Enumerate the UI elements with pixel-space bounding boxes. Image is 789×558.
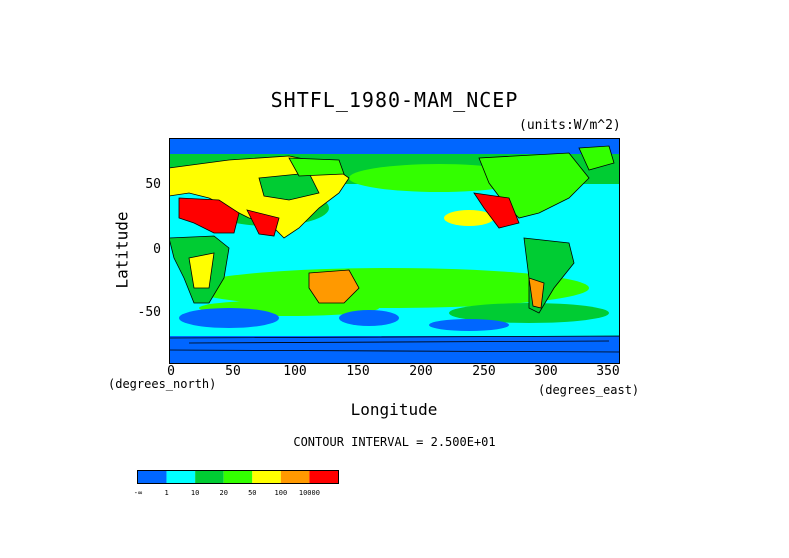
colorbar-swatch (138, 471, 167, 483)
x-tick-label: 350 (596, 364, 620, 379)
contour-interval-text: CONTOUR INTERVAL = 2.500E+01 (293, 435, 496, 449)
y-tick-label: -50 (137, 305, 161, 320)
colorbar (137, 470, 339, 484)
colorbar-swatch (309, 471, 338, 483)
colorbar-frame (137, 470, 339, 484)
colorbar-label: 50 (248, 489, 257, 497)
colorbar-swatch (166, 471, 196, 483)
colorbar-label: 100 (274, 489, 288, 497)
x-tick-label: 50 (225, 364, 241, 379)
colorbar-label: 10 (190, 489, 200, 497)
colorbar-label: 10000 (298, 489, 320, 497)
heatmap-plot (169, 138, 620, 364)
colorbar-swatch (223, 471, 253, 483)
colorbar-swatch (252, 471, 281, 483)
y-tick-label: 50 (145, 177, 161, 192)
y-unit-label: (degrees_north) (108, 377, 217, 391)
x-tick-label: 250 (472, 364, 496, 379)
colorbar-label: -∞ (133, 489, 143, 497)
x-tick-label: 300 (534, 364, 558, 379)
continents (169, 145, 620, 364)
colorbar-swatch (195, 471, 224, 483)
units-label: (units:W/m^2) (519, 118, 621, 133)
colorbar-label: 1 (164, 489, 169, 497)
x-tick-label: 100 (283, 364, 307, 379)
y-tick-label: 0 (153, 242, 161, 257)
colorbar-label: 20 (219, 489, 228, 497)
x-unit-label: (degrees_east) (538, 383, 640, 397)
x-tick-label: 0 (167, 364, 175, 379)
plot-frame (169, 138, 620, 364)
x-axis-label: Longitude (350, 400, 438, 419)
colorbar-swatch (280, 471, 310, 483)
chart-title: SHTFL_1980-MAM_NCEP (270, 88, 519, 112)
x-tick-label: 150 (346, 364, 370, 379)
x-tick-label: 200 (409, 364, 433, 379)
